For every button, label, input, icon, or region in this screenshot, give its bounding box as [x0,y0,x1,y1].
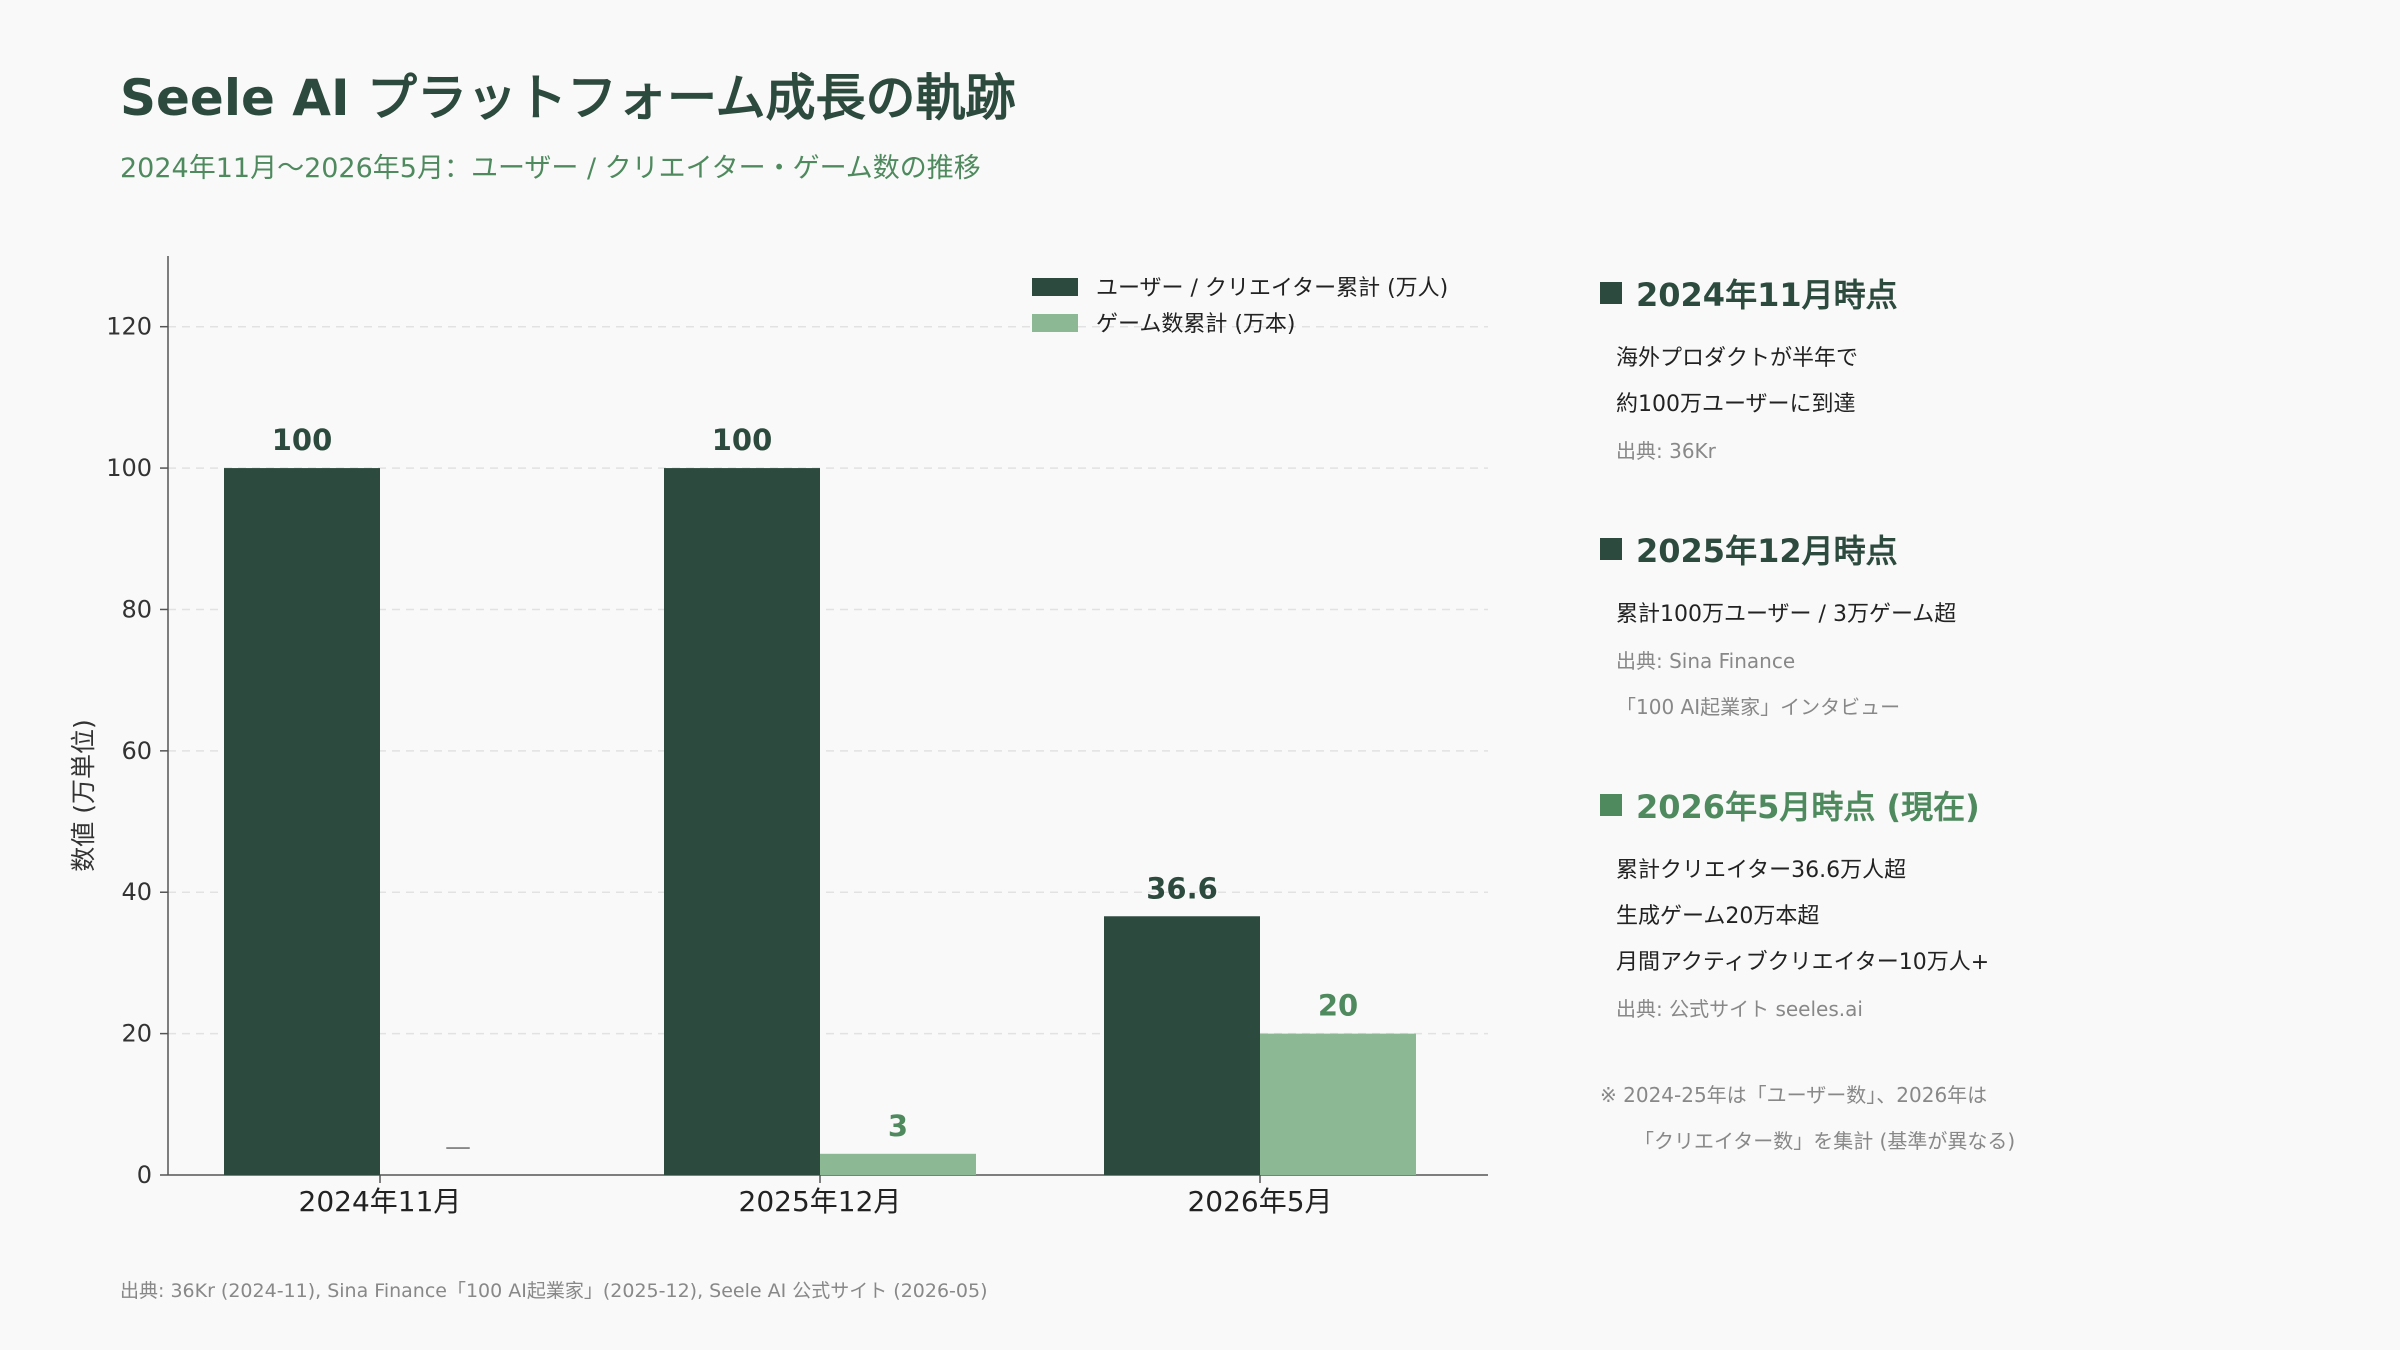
y-tick-label: 20 [121,1020,152,1048]
section-heading: 2025年12月時点 [1600,526,2360,572]
sidebar: 2024年11月時点 海外プロダクトが半年で 約100万ユーザーに到達 出典: … [1600,270,2360,1164]
section-heading: 2026年5月時点 (現在) [1600,782,2360,828]
methodology-note: ※ 2024-25年は「ユーザー数」、2026年は [1600,1083,1988,1107]
section-line: 海外プロダクトが半年で [1616,346,1859,371]
section-line: 累計100万ユーザー / 3万ゲーム超 [1616,602,1957,627]
data-label: — [445,1132,471,1162]
page-title: Seele AI プラットフォーム成長の軌跡 [120,69,1016,127]
bar [1104,916,1260,1175]
section-line: 累計クリエイター36.6万人超 [1616,858,1907,883]
section-source: 出典: 公式サイト seeles.ai [1616,997,1863,1021]
section-source: 「100 AI起業家」インタビュー [1616,695,1901,719]
square-bullet-icon [1600,794,1622,816]
x-tick-label: 2025年12月 [739,1185,902,1218]
data-label: 100 [712,423,773,457]
legend-label: ユーザー / クリエイター累計 (万人) [1096,276,1448,301]
square-bullet-icon [1600,538,1622,560]
y-tick-label: 0 [137,1161,152,1189]
data-label: 3 [888,1109,908,1143]
page-subtitle: 2024年11月〜2026年5月：ユーザー / クリエイター・ゲーム数の推移 [120,153,981,184]
y-tick-label: 80 [121,595,152,623]
section-heading-text: 2026年5月時点 (現在) [1636,788,1980,826]
section-heading-text: 2024年11月時点 [1636,276,1898,314]
y-axis-label: 数値 (万単位) [69,719,98,871]
data-label: 36.6 [1146,871,1218,905]
bar [1260,1033,1416,1175]
footer-source: 出典: 36Kr (2024-11), Sina Finance「100 AI起… [120,1280,988,1302]
section-2026-05: 2026年5月時点 (現在) 累計クリエイター36.6万人超 生成ゲーム20万本… [1600,782,2360,1032]
methodology-note: 「クリエイター数」を集計 (基準が異なる) [1634,1129,2016,1153]
section-heading: 2024年11月時点 [1600,270,2360,316]
y-tick-label: 60 [121,737,152,765]
legend-swatch [1032,314,1078,332]
data-label: 20 [1318,989,1358,1023]
legend-label: ゲーム数累計 (万本) [1096,312,1296,337]
x-tick-label: 2026年5月 [1187,1185,1332,1218]
section-line: 月間アクティブクリエイター10万人+ [1616,950,1990,975]
section-line: 生成ゲーム20万本超 [1616,904,1820,929]
section-heading-text: 2025年12月時点 [1636,532,1898,570]
legend-swatch [1032,278,1078,296]
section-line: 約100万ユーザーに到達 [1616,392,1856,417]
y-tick-label: 100 [106,454,152,482]
bar [820,1153,976,1175]
section-2024-11: 2024年11月時点 海外プロダクトが半年で 約100万ユーザーに到達 出典: … [1600,270,2360,474]
section-2025-12: 2025年12月時点 累計100万ユーザー / 3万ゲーム超 出典: Sina … [1600,526,2360,730]
data-label: 100 [272,423,333,457]
y-tick-label: 40 [121,878,152,906]
section-source: 出典: Sina Finance [1616,649,1796,673]
bar-chart: 0 20 40 60 80 100 120 数値 (万単位) 2024年11月 100 — 2025年… [69,256,1488,1218]
bar [224,468,380,1176]
x-tick-label: 2024年11月 [299,1185,462,1218]
section-source: 出典: 36Kr [1616,439,1716,463]
square-bullet-icon [1600,282,1622,304]
y-tick-label: 120 [106,313,152,341]
bar [664,468,820,1176]
